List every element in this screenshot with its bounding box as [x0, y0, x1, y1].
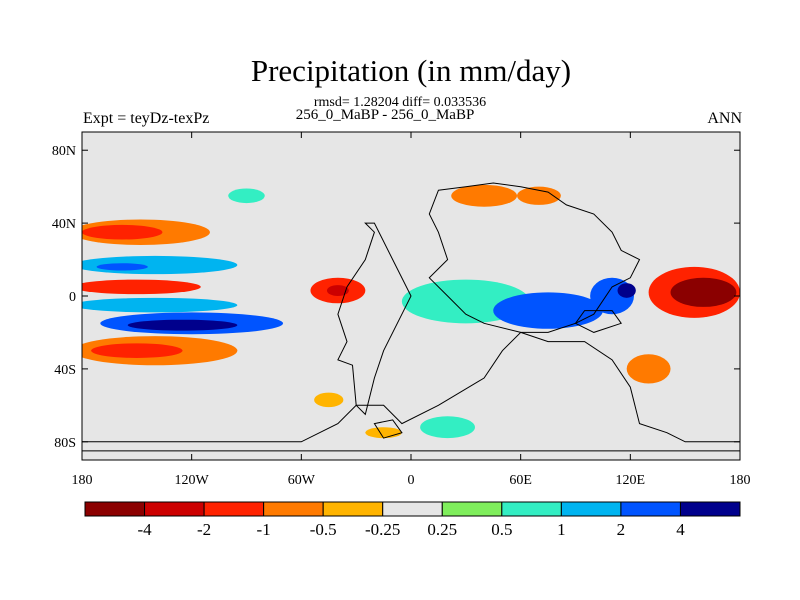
precip-region-west-pacific-dry-core: [670, 277, 737, 307]
land-outline-continent-south: [82, 331, 740, 452]
colorbar-box: [322, 501, 384, 517]
y-tick-label: 40N: [52, 217, 76, 232]
colorbar-label: -2: [197, 520, 211, 539]
colorbar-box: [382, 501, 443, 517]
colorbar-label: 4: [676, 520, 685, 539]
chart-subtitle: 256_0_MaBP - 256_0_MaBP: [295, 107, 475, 123]
colorbar-box: [203, 501, 265, 517]
colorbar-box: [679, 501, 741, 517]
colorbar-box: [501, 501, 562, 517]
plot-area: [82, 132, 740, 460]
precip-region-southern-ocean-wet: [420, 416, 475, 439]
x-tick-label: 180: [730, 473, 751, 488]
colorbar-label: 1: [557, 520, 566, 539]
precip-region-antarctic-dry: [365, 427, 402, 439]
precip-region-indian-ocean-wet: [493, 292, 603, 329]
precip-region-equatorial-pacific-dry: [82, 279, 201, 295]
colorbar-label: 0.5: [491, 520, 512, 539]
precip-region-asia-dry-east: [517, 186, 561, 205]
precip-region-south-pacific-wet-core: [127, 319, 238, 331]
axes: 180 120W 60W 0 60E 120E 180 80N 40N 0 40S 80S: [52, 132, 751, 488]
colorbar-box: [263, 501, 324, 517]
precip-region-atlantic-dry-core: [326, 285, 349, 296]
x-tick-label: 120W: [175, 473, 210, 488]
colorbar-box: [144, 501, 205, 517]
colorbar-box: [620, 501, 681, 517]
precip-region-north-pacific-wet-band: [82, 255, 238, 275]
colorbar-box: [84, 501, 146, 517]
stats-line: rmsd= 1.28204 diff= 0.033536: [313, 95, 487, 110]
precip-region-maritime-wet-core: [617, 283, 636, 298]
precip-region-south-pacific-dry-core: [91, 343, 183, 358]
colorbar-label: -0.5: [310, 520, 337, 539]
colorbar-label: -4: [137, 520, 152, 539]
precip-region-north-pacific-wet-core: [96, 263, 148, 271]
land-outlines: [82, 182, 740, 452]
x-tick-label: 60W: [288, 473, 316, 488]
precip-region-equatorial-pacific-wet: [82, 297, 238, 313]
y-tick-label: 0: [69, 290, 76, 305]
y-tick-label: 80S: [54, 436, 76, 451]
x-tick-label: 0: [408, 473, 415, 488]
y-tick-label: 80N: [52, 144, 76, 159]
precipitation-fields: [82, 184, 740, 439]
precip-region-north-land-wet: [228, 188, 265, 204]
colorbar-label: 0.25: [427, 520, 457, 539]
colorbar-label: 2: [617, 520, 626, 539]
x-tick-label: 180: [72, 473, 93, 488]
colorbar-label: -1: [257, 520, 271, 539]
precip-region-north-pacific-dry-core: [82, 224, 163, 240]
season-label: ANN: [707, 110, 742, 127]
colorbar: -4 -2 -1 -0.5 -0.25 0.25 0.5 1 2 4: [84, 501, 741, 539]
x-tick-label: 120E: [616, 473, 646, 488]
y-tick-label: 40S: [54, 363, 76, 378]
colorbar-box: [560, 501, 622, 517]
precip-region-australia-dry: [626, 354, 671, 384]
x-tick-label: 60E: [509, 473, 532, 488]
colorbar-label: -0.25: [365, 520, 400, 539]
land-outline-island-west: [373, 419, 403, 439]
land-outline-island-east: [574, 310, 623, 333]
land-outline-continent-central: [428, 182, 641, 333]
precip-region-south-land-dry: [314, 392, 344, 408]
experiment-label: Expt = teyDz-texPz: [83, 110, 210, 127]
chart-title: Precipitation (in mm/day): [250, 53, 572, 88]
precip-region-asia-dry: [451, 184, 518, 207]
colorbar-box: [441, 501, 503, 517]
